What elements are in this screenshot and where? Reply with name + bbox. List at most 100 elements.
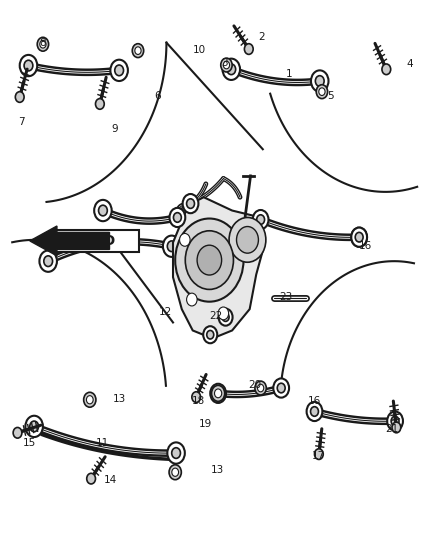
Circle shape — [257, 215, 265, 224]
Circle shape — [387, 411, 403, 431]
Circle shape — [207, 330, 214, 339]
Circle shape — [223, 59, 240, 80]
Circle shape — [223, 61, 230, 69]
Circle shape — [15, 92, 24, 102]
Circle shape — [221, 58, 232, 72]
Text: 13: 13 — [113, 394, 126, 403]
Circle shape — [255, 381, 266, 395]
Text: 12: 12 — [159, 307, 172, 317]
Circle shape — [170, 208, 185, 227]
Circle shape — [315, 76, 324, 86]
Circle shape — [84, 392, 96, 407]
Text: 7: 7 — [18, 117, 25, 126]
Circle shape — [44, 256, 53, 266]
Circle shape — [311, 70, 328, 92]
Text: 19: 19 — [199, 419, 212, 429]
Polygon shape — [173, 197, 263, 338]
Circle shape — [87, 473, 95, 484]
Text: 14: 14 — [104, 475, 117, 484]
Circle shape — [218, 307, 229, 320]
Circle shape — [273, 378, 289, 398]
Text: FWD: FWD — [80, 234, 116, 248]
Circle shape — [215, 389, 222, 398]
Circle shape — [382, 64, 391, 75]
Circle shape — [95, 99, 104, 109]
Text: 17: 17 — [312, 451, 325, 461]
Circle shape — [197, 245, 222, 275]
Text: 2: 2 — [258, 33, 265, 42]
Text: 6: 6 — [154, 91, 161, 101]
Circle shape — [172, 448, 180, 458]
Circle shape — [167, 241, 176, 252]
Circle shape — [86, 395, 93, 404]
Circle shape — [95, 201, 111, 220]
Circle shape — [185, 231, 233, 289]
Circle shape — [30, 421, 39, 432]
Circle shape — [169, 465, 181, 480]
Circle shape — [237, 227, 258, 253]
Circle shape — [99, 205, 107, 216]
Circle shape — [173, 213, 181, 222]
Circle shape — [392, 422, 401, 433]
Circle shape — [40, 41, 46, 48]
Text: 16: 16 — [308, 396, 321, 406]
Text: 10: 10 — [193, 45, 206, 55]
Text: 4: 4 — [406, 59, 413, 69]
Circle shape — [258, 384, 264, 392]
Circle shape — [167, 442, 185, 464]
Circle shape — [132, 44, 144, 58]
Circle shape — [351, 228, 367, 247]
Circle shape — [183, 194, 198, 213]
Circle shape — [355, 232, 363, 242]
Circle shape — [229, 217, 266, 262]
FancyBboxPatch shape — [55, 230, 139, 252]
Circle shape — [277, 383, 285, 393]
Circle shape — [39, 251, 57, 272]
Circle shape — [203, 326, 217, 343]
Circle shape — [212, 385, 225, 401]
Text: 13: 13 — [211, 465, 224, 475]
Polygon shape — [30, 226, 110, 256]
Circle shape — [37, 37, 49, 51]
Text: 3: 3 — [221, 58, 228, 68]
Circle shape — [13, 427, 22, 438]
Circle shape — [210, 384, 226, 403]
Circle shape — [214, 389, 222, 398]
Circle shape — [391, 416, 399, 426]
Circle shape — [163, 236, 180, 257]
Text: 11: 11 — [85, 232, 99, 241]
Circle shape — [94, 200, 112, 221]
Circle shape — [99, 206, 107, 215]
Circle shape — [314, 449, 323, 459]
Circle shape — [172, 468, 179, 477]
Circle shape — [180, 233, 190, 246]
Circle shape — [20, 55, 37, 76]
Text: 23: 23 — [279, 293, 292, 302]
Circle shape — [187, 199, 194, 208]
Circle shape — [192, 392, 201, 402]
Circle shape — [355, 232, 363, 242]
Text: 8: 8 — [39, 38, 46, 47]
Circle shape — [187, 293, 197, 306]
Text: 18: 18 — [191, 396, 205, 406]
Circle shape — [115, 65, 124, 76]
Circle shape — [253, 210, 268, 229]
Circle shape — [351, 228, 367, 247]
Text: 15: 15 — [23, 439, 36, 448]
Circle shape — [311, 407, 318, 416]
Circle shape — [307, 402, 322, 421]
Circle shape — [244, 44, 253, 54]
Text: 1: 1 — [286, 69, 293, 78]
Circle shape — [24, 60, 33, 71]
Text: 5: 5 — [327, 91, 334, 101]
Text: 16: 16 — [359, 241, 372, 251]
Circle shape — [110, 60, 128, 81]
Circle shape — [219, 309, 233, 326]
Text: 21: 21 — [385, 424, 399, 434]
Text: 22: 22 — [209, 311, 222, 320]
Circle shape — [319, 88, 325, 95]
Circle shape — [222, 313, 229, 321]
Text: 9: 9 — [111, 124, 118, 134]
Circle shape — [25, 416, 43, 437]
Text: 20: 20 — [248, 380, 261, 390]
